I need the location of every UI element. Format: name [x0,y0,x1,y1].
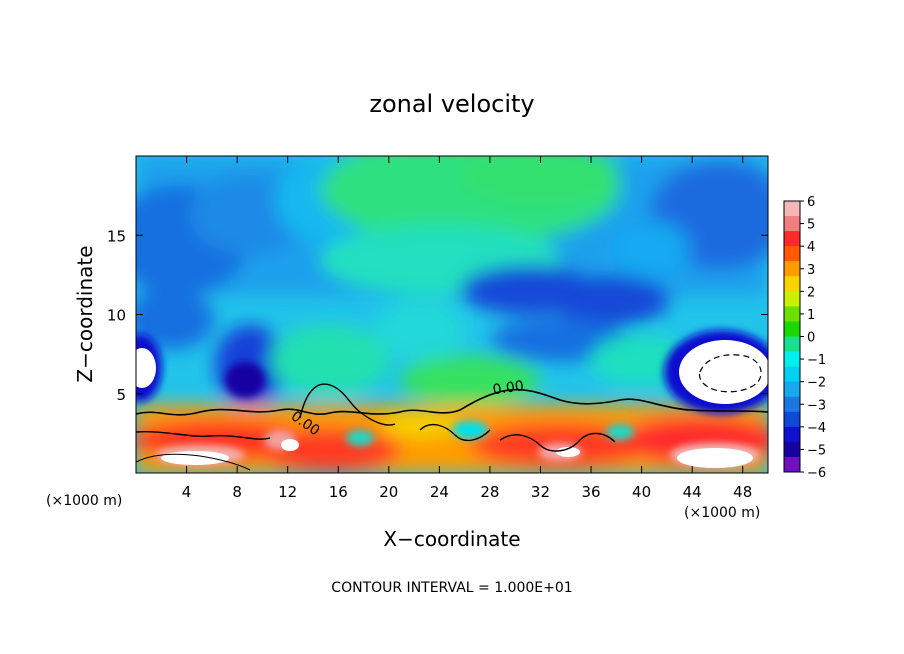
colorbar-band [784,396,800,413]
colorbar-band [784,336,800,353]
colorbar-band [784,276,800,292]
chart-title: zonal velocity [369,90,534,118]
contour-label: 0.00 [492,378,525,398]
colorbar-band [784,366,800,383]
x-tick-label: 48 [733,483,752,501]
vortex-core-right [679,340,768,404]
vortex-core-left [136,348,156,388]
x-tick-label: 28 [480,483,499,501]
zero-contour [136,388,768,416]
colorbar-label: −1 [807,353,826,368]
x-unit-right: (×1000 m) [684,505,760,521]
x-unit-left: (×1000 m) [46,493,122,509]
colorbar-label: 0 [807,331,815,346]
colorbar-label: −4 [807,421,826,436]
x-tick-label: 36 [581,483,600,501]
colorbar-label: −2 [807,376,826,391]
colorbar-band [784,306,800,322]
y-tick-label: 5 [116,386,126,404]
colorbar-label: −6 [807,466,826,481]
colorbar-label: 6 [807,195,815,210]
colorbar-band [784,291,800,307]
x-tick-label: 24 [430,483,449,501]
colorbar-band [784,246,800,262]
colorbar-label: 1 [807,308,815,323]
x-tick-label: 44 [683,483,702,501]
colorbar-label: 5 [807,218,815,233]
colorbar-band [784,321,800,337]
colorbar-band [784,456,800,473]
colorbar-label: −5 [807,443,826,458]
x-axis-label: X−coordinate [383,527,520,551]
colorbar-label: 3 [807,263,815,278]
y-axis-label: Z−coordinate [73,245,97,382]
colorbar-label: −3 [807,398,826,413]
colorbar-band [784,261,800,277]
colorbar-band [784,441,800,458]
y-tick-label: 10 [107,307,126,325]
colorbar: 6 5 4 3 2 1 0 −1 −2 −3 −4 −5 −6 [783,195,826,481]
colorbar-band [784,231,800,247]
colorbar-label: 2 [807,285,815,300]
x-tick-label: 16 [329,483,348,501]
x-tick-label: 12 [278,483,297,501]
colorbar-band [784,381,800,398]
y-tick-label: 15 [107,227,126,245]
velocity-field [136,156,768,473]
colorbar-label: 4 [807,240,815,255]
x-tick-label: 8 [232,483,242,501]
colorbar-band [784,411,800,428]
colorbar-band [784,216,800,232]
x-axis-ticks: 4 8 12 16 20 24 28 32 36 40 44 48 [182,156,752,501]
x-tick-label: 4 [182,483,192,501]
y-axis-ticks: 5 10 15 [107,227,768,404]
contour-interval-note: CONTOUR INTERVAL = 1.000E+01 [331,580,572,596]
colorbar-band [784,426,800,443]
colorbar-band [784,201,800,217]
x-tick-label: 20 [379,483,398,501]
x-tick-label: 40 [632,483,651,501]
x-tick-label: 32 [531,483,550,501]
colorbar-band [784,351,800,368]
